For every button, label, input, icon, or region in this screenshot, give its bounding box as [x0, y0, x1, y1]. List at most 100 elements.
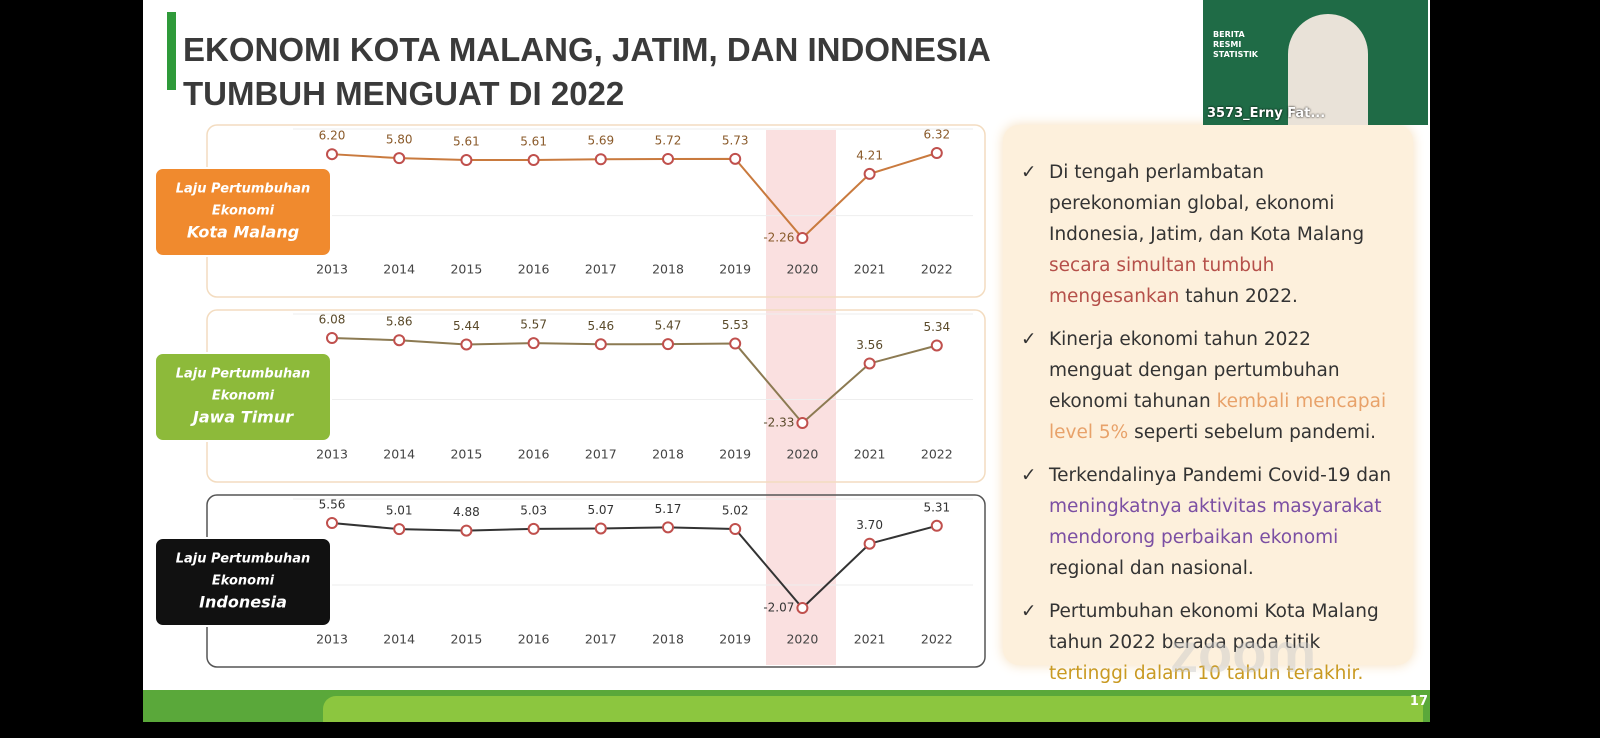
x-tick-label: 2022 — [921, 262, 953, 277]
series-line — [331, 337, 938, 425]
bullet-highlight: kembali mencapai level 5% — [1049, 391, 1387, 443]
data-point — [729, 152, 742, 165]
x-tick-label: 2021 — [854, 262, 886, 277]
charts: 6.20 2013 5.80 2014 5.61 2015 5.61 2016 5.69 2017… — [154, 124, 986, 668]
value-label: 6.20 — [319, 129, 346, 143]
series-label-box — [154, 167, 332, 257]
x-tick-label: 2016 — [518, 447, 550, 462]
bullet-text: Kinerja ekonomi tahun 2022 menguat denga… — [1049, 329, 1340, 412]
data-point — [460, 154, 473, 167]
data-point — [930, 339, 943, 352]
bullet-text: Di tengah perlambatan perekonomian globa… — [1049, 162, 1365, 245]
title-line: EKONOMI KOTA MALANG, JATIM, DAN INDONESI… — [183, 31, 991, 68]
x-tick-label: 2018 — [652, 262, 684, 277]
video-slide-text: BERITA RESMI STATISTIK — [1213, 30, 1258, 59]
data-point — [460, 338, 473, 351]
data-point — [326, 517, 338, 529]
value-label: 5.57 — [520, 318, 547, 332]
highlight-band — [766, 130, 836, 665]
series-label: Jawa Timur — [190, 408, 294, 427]
x-tick-label: 2016 — [518, 262, 550, 277]
series-label-box — [154, 537, 332, 627]
value-label: 5.34 — [923, 320, 950, 334]
value-label: -2.26 — [763, 231, 794, 245]
data-point — [729, 337, 742, 350]
series-label: Ekonomi — [212, 574, 275, 589]
value-label: 3.70 — [856, 518, 883, 532]
series-label: Laju Pertumbuhan — [176, 182, 311, 197]
value-label: 5.17 — [655, 502, 682, 516]
series-label: Kota Malang — [187, 223, 299, 242]
video-thumbnail[interactable]: BERITA RESMI STATISTIK 3573_Erny Fat... — [1203, 0, 1428, 125]
x-tick-label: 2018 — [652, 632, 684, 647]
x-tick-label: 2020 — [786, 447, 818, 462]
participant-name: 3573_Erny Fat... — [1207, 106, 1326, 121]
x-tick-label: 2017 — [585, 632, 617, 647]
x-tick-label: 2014 — [383, 632, 415, 647]
bullet-highlight: secara simultan tumbuh mengesankan — [1049, 255, 1275, 307]
notes-panel: Di tengah perlambatan perekonomian globa… — [1003, 125, 1413, 684]
data-point — [796, 602, 809, 614]
page-number: 17 — [1409, 694, 1428, 709]
x-tick-label: 2015 — [450, 632, 482, 647]
value-label: 5.69 — [587, 134, 614, 148]
value-label: 5.72 — [655, 133, 682, 147]
value-label: 5.73 — [722, 133, 749, 147]
data-point — [527, 522, 540, 535]
data-point — [662, 338, 674, 351]
value-label: 5.46 — [587, 319, 614, 333]
data-point — [393, 152, 406, 165]
value-label: 5.02 — [722, 504, 749, 518]
value-label: 3.56 — [856, 338, 883, 352]
slide-title: EKONOMI KOTA MALANG, JATIM, DAN INDONESI… — [183, 28, 991, 116]
x-tick-label: 2022 — [921, 632, 953, 647]
value-label: 4.88 — [453, 505, 480, 519]
data-point — [863, 167, 876, 180]
data-point — [662, 521, 674, 534]
data-point — [393, 523, 406, 536]
x-tick-label: 2014 — [383, 447, 415, 462]
series-label: Laju Pertumbuhan — [176, 552, 311, 567]
data-point — [527, 337, 540, 350]
value-label: 5.44 — [453, 319, 480, 333]
value-label: 5.61 — [520, 135, 547, 149]
participant-figure — [1288, 14, 1368, 125]
x-tick-label: 2019 — [719, 447, 751, 462]
value-label: 5.47 — [655, 319, 682, 333]
x-tick-label: 2013 — [316, 262, 348, 277]
bullet-highlight: tertinggi dalam 10 tahun terakhir. — [1049, 663, 1364, 684]
bullet-text: seperti sebelum pandemi. — [1134, 422, 1377, 443]
x-tick-label: 2017 — [585, 262, 617, 277]
series-label: Laju Pertumbuhan — [176, 367, 311, 382]
data-point — [594, 153, 607, 166]
x-tick-label: 2020 — [786, 262, 818, 277]
bullet-highlight: meningkatnya aktivitas masyarakat mendor… — [1049, 496, 1382, 548]
value-label: 5.53 — [722, 318, 749, 332]
value-label: 5.01 — [386, 504, 413, 518]
bullet: Di tengah perlambatan perekonomian globa… — [1013, 157, 1399, 312]
value-label: 5.56 — [319, 498, 346, 512]
series-label-box — [154, 352, 332, 442]
watermark: zoom — [1170, 621, 1317, 684]
data-point — [930, 147, 943, 159]
data-point — [863, 357, 876, 370]
bullet: Terkendalinya Pandemi Covid-19 dan menin… — [1013, 460, 1399, 584]
series-line — [331, 522, 938, 610]
x-tick-label: 2013 — [316, 447, 348, 462]
x-tick-label: 2013 — [316, 632, 348, 647]
series-label: Ekonomi — [212, 204, 275, 219]
x-tick-label: 2022 — [921, 447, 953, 462]
value-label: 5.03 — [520, 503, 547, 517]
x-tick-label: 2016 — [518, 632, 550, 647]
data-point — [326, 148, 338, 161]
data-point — [594, 338, 607, 351]
x-tick-label: 2017 — [585, 447, 617, 462]
data-point — [393, 334, 406, 347]
data-point — [527, 154, 540, 167]
x-tick-label: 2015 — [450, 447, 482, 462]
value-label: -2.33 — [763, 416, 794, 430]
bullet-text: tahun 2022. — [1185, 286, 1298, 307]
data-point — [326, 332, 338, 344]
bullet-text: Pertumbuhan ekonomi Kota Malang tahun 20… — [1049, 601, 1379, 653]
